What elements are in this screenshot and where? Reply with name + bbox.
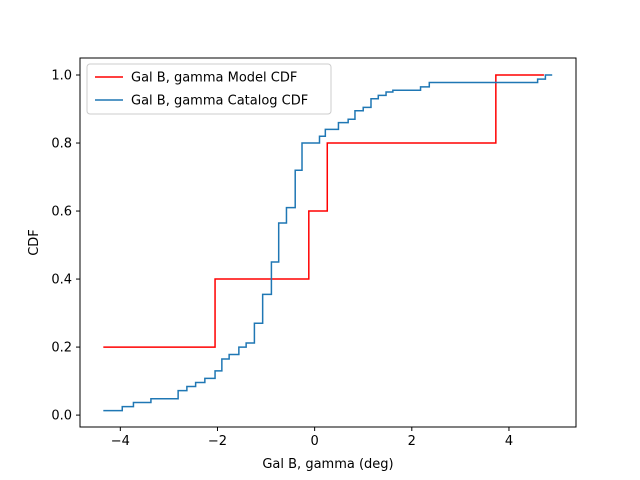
x-tick-label: 4 xyxy=(505,434,513,449)
legend-box xyxy=(86,63,332,115)
x-tick-label: 2 xyxy=(408,434,416,449)
legend-entry: Gal B, gamma Catalog CDF xyxy=(131,94,308,109)
axes-frame xyxy=(79,57,577,428)
y-tick-label: 0.4 xyxy=(51,273,72,288)
legend: Gal B, gamma Model CDF Gal B, gamma Catal… xyxy=(86,63,332,115)
y-axis-label: CDF xyxy=(27,229,42,256)
y-tick-label: 0.8 xyxy=(51,137,72,152)
y-axis-ticks: 0.0 0.2 0.4 0.6 0.8 1.0 xyxy=(51,69,80,424)
y-tick-label: 1.0 xyxy=(51,69,72,84)
series-line-1 xyxy=(103,74,544,348)
y-tick-label: 0.2 xyxy=(51,341,72,356)
x-tick-label: −2 xyxy=(208,434,227,449)
y-tick-label: 0.0 xyxy=(51,409,72,424)
x-axis-label: Gal B, gamma (deg) xyxy=(262,457,393,472)
legend-entry: Gal B, gamma Model CDF xyxy=(131,71,297,86)
series-line-2 xyxy=(103,74,553,412)
x-tick-label: −4 xyxy=(111,434,130,449)
y-tick-label: 0.6 xyxy=(51,205,72,220)
x-tick-label: 0 xyxy=(310,434,318,449)
x-axis-ticks: −4 −2 0 2 4 xyxy=(111,427,513,449)
series-layer xyxy=(103,74,553,412)
